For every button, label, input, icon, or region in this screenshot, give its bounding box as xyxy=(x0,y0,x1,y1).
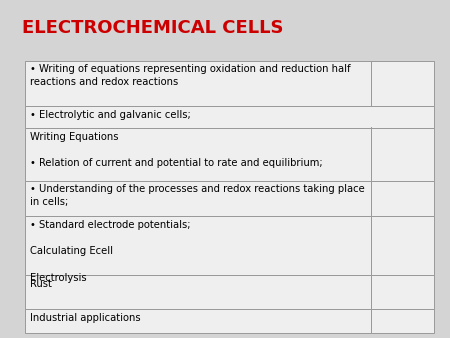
Bar xyxy=(371,216,434,275)
Bar xyxy=(371,106,434,128)
Text: • Electrolytic and galvanic cells;: • Electrolytic and galvanic cells; xyxy=(30,110,191,120)
Bar xyxy=(25,309,371,333)
Text: • Writing of equations representing oxidation and reduction half
reactions and r: • Writing of equations representing oxid… xyxy=(30,64,351,88)
Text: Industrial applications: Industrial applications xyxy=(30,313,141,323)
Bar xyxy=(369,107,372,127)
Bar xyxy=(25,181,371,216)
Bar xyxy=(25,216,371,275)
Bar xyxy=(25,128,371,181)
Bar xyxy=(371,275,434,309)
Text: Rust: Rust xyxy=(30,279,52,289)
Bar xyxy=(25,61,371,106)
Bar xyxy=(371,309,434,333)
Bar xyxy=(371,128,434,181)
Bar xyxy=(25,275,371,309)
Bar xyxy=(25,106,371,128)
Text: Writing Equations

• Relation of current and potential to rate and equilibrium;: Writing Equations • Relation of current … xyxy=(30,132,323,168)
Text: • Standard electrode potentials;

Calculating Ecell

Electrolysis: • Standard electrode potentials; Calcula… xyxy=(30,220,191,283)
Text: • Understanding of the processes and redox reactions taking place
in cells;: • Understanding of the processes and red… xyxy=(30,184,365,208)
Bar xyxy=(371,61,434,106)
Bar xyxy=(371,181,434,216)
Text: ELECTROCHEMICAL CELLS: ELECTROCHEMICAL CELLS xyxy=(22,19,284,37)
